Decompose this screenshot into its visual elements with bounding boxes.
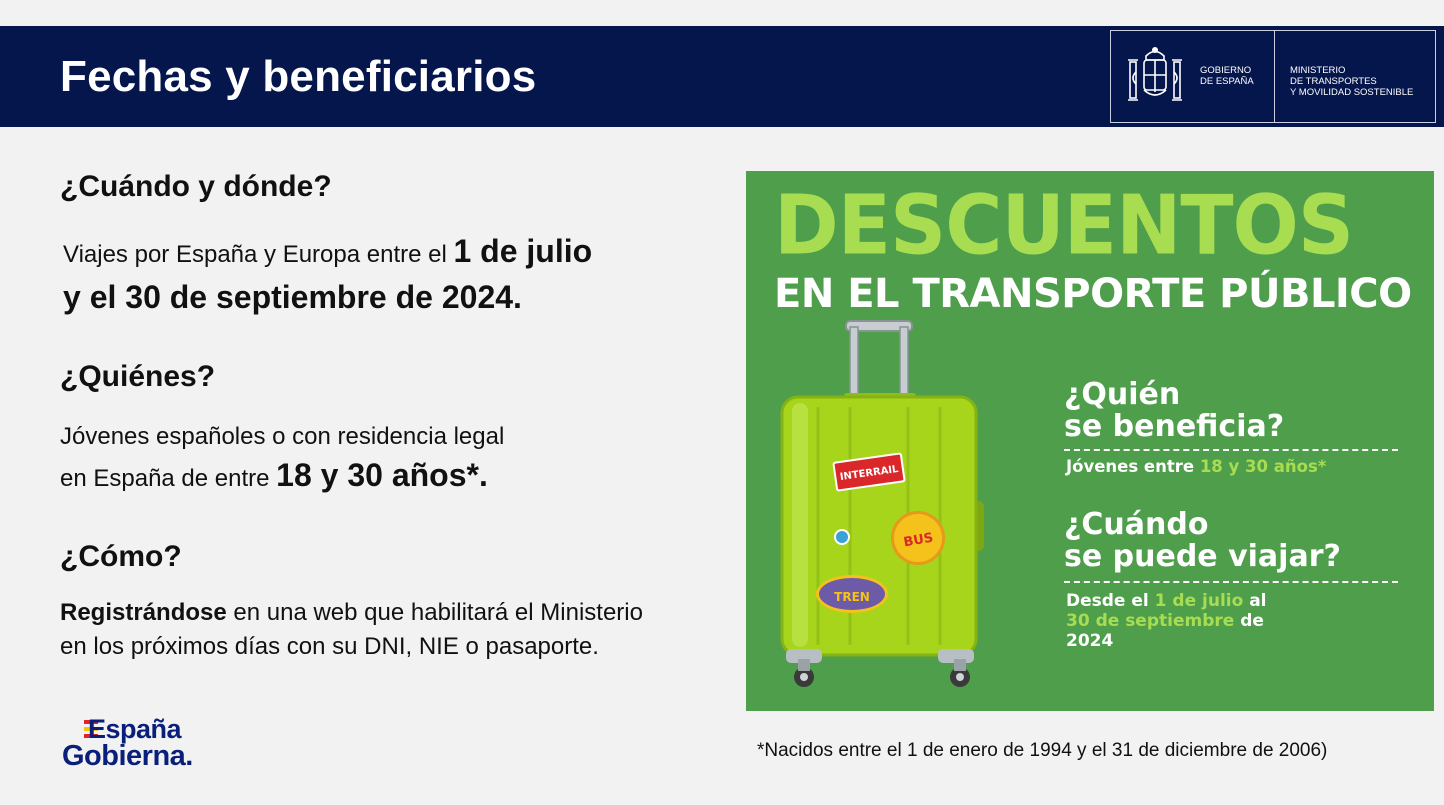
who-line1: Jóvenes españoles o con residencia legal xyxy=(60,423,505,450)
when-date-end: y el 30 de septiembre de 2024. xyxy=(63,279,522,315)
ministry-label: MINISTERIO DE TRANSPORTES Y MOVILIDAD SO… xyxy=(1290,65,1414,98)
spain-flag-icon xyxy=(84,720,98,738)
poster-question-when: ¿Cuándo se puede viajar? xyxy=(1064,507,1341,574)
poster-subtitle: EN EL TRANSPORTE PÚBLICO xyxy=(774,271,1412,317)
poster-a2-year: 2024 xyxy=(1066,631,1114,651)
espana-gobierna-logo-line2: Gobierna. xyxy=(62,740,193,772)
page-title: Fechas y beneficiarios xyxy=(60,52,537,101)
coat-of-arms-icon xyxy=(1128,47,1182,101)
government-logo-box xyxy=(1110,30,1436,123)
discount-poster: DESCUENTOS EN EL TRANSPORTE PÚBLICO INTE… xyxy=(746,171,1434,711)
poster-title: DESCUENTOS xyxy=(774,178,1354,274)
logo-divider xyxy=(1274,30,1275,123)
who-text: Jóvenes españoles o con residencia legal… xyxy=(60,418,504,498)
smiley-sticker-icon xyxy=(834,529,850,545)
how-bold: Registrándose xyxy=(60,599,227,626)
how-line2: en los próximos días con su DNI, NIE o p… xyxy=(60,633,599,660)
poster-a2-prefix: Desde el xyxy=(1066,591,1155,611)
espana-gobierna-logo-line1: España xyxy=(88,714,182,744)
how-line1-rest: en una web que habilitará el Ministerio xyxy=(226,599,643,626)
poster-a2-mid: al xyxy=(1243,591,1267,611)
poster-question-who: ¿Quién se beneficia? xyxy=(1064,377,1285,444)
footnote: *Nacidos entre el 1 de enero de 1994 y e… xyxy=(757,740,1328,761)
when-where-text: Viajes por España y Europa entre el 1 de… xyxy=(63,230,592,322)
who-line2-prefix: en España de entre xyxy=(60,465,277,492)
when-date-start: 1 de julio xyxy=(453,233,593,269)
poster-answer-when: Desde el 1 de julio al 30 de septiembre … xyxy=(1066,591,1267,651)
poster-a2-hl1: 1 de julio xyxy=(1154,591,1244,611)
heading-when-where: ¿Cuándo y dónde? xyxy=(60,170,332,203)
poster-a1-prefix: Jóvenes entre xyxy=(1066,457,1200,476)
poster-a2-suffix: de xyxy=(1234,611,1264,631)
dashed-divider xyxy=(1064,581,1398,583)
poster-a2-hl2: 30 de septiembre xyxy=(1066,611,1235,631)
poster-answer-who: Jóvenes entre 18 y 30 años* xyxy=(1066,457,1326,476)
when-text-prefix: Viajes por España y Europa entre el xyxy=(63,241,454,268)
heading-how: ¿Cómo? xyxy=(60,540,182,573)
header-bar xyxy=(0,26,1444,127)
who-age-range: 18 y 30 años*. xyxy=(276,457,488,493)
heading-who: ¿Quiénes? xyxy=(60,360,216,393)
poster-a1-highlight: 18 y 30 años* xyxy=(1199,457,1327,476)
tren-sticker: TREN xyxy=(816,575,888,613)
gobierno-label: GOBIERNO DE ESPAÑA xyxy=(1200,65,1254,87)
how-text: Registrándose en una web que habilitará … xyxy=(60,596,643,664)
dashed-divider xyxy=(1064,449,1398,451)
